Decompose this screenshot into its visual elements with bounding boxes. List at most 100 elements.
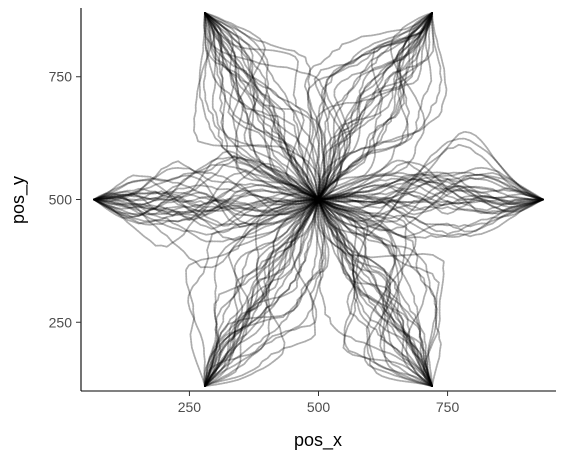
trajectory-5-25: [317, 198, 434, 388]
trajectory-4-20: [203, 198, 320, 388]
trajectory-4-13: [185, 198, 320, 388]
trajectory-2-1: [203, 11, 320, 201]
trajectory-1-21: [313, 11, 434, 201]
trajectory-0-20: [317, 193, 544, 238]
trajectory-2-27: [202, 11, 320, 201]
trajectory-4-9: [203, 198, 320, 388]
trajectory-2-20: [203, 11, 321, 201]
trajectory-1-26: [317, 11, 434, 201]
trajectory-5-14: [317, 198, 434, 388]
trajectory-1-4: [317, 11, 434, 201]
trajectory-2-5: [203, 11, 320, 201]
trajectory-5-29: [317, 198, 434, 388]
trajectory-4-27: [203, 198, 320, 388]
trajectory-1-19: [317, 11, 434, 201]
trajectory-3-11: [93, 191, 320, 203]
trajectory-2-24: [203, 11, 320, 201]
trajectory-3-28: [93, 150, 320, 219]
trajectory-3-12: [93, 160, 320, 214]
trajectory-1-14: [317, 11, 434, 201]
trajectory-1-12: [317, 11, 434, 201]
trajectory-4-11: [203, 198, 320, 388]
y-tick-label-750: 750: [49, 69, 73, 85]
trajectory-0-1: [317, 178, 544, 204]
trajectory-4-2: [203, 198, 324, 388]
trajectory-4-7: [203, 198, 320, 388]
y-axis-title: pos_y: [8, 176, 29, 224]
trajectory-0-6: [317, 192, 544, 207]
trajectory-2-11: [192, 11, 322, 201]
trajectory-5-22: [317, 198, 434, 388]
trajectory-3-21: [93, 177, 320, 218]
trajectory-2-14: [203, 11, 320, 201]
trajectory-4-25: [203, 198, 330, 388]
trajectory-4-14: [203, 198, 320, 388]
trajectory-1-0: [317, 11, 434, 201]
trajectory-5-18: [317, 198, 434, 388]
trajectory-5-17: [317, 198, 434, 388]
trajectory-2-29: [203, 11, 320, 201]
trajectory-4-12: [203, 198, 327, 388]
trajectory-5-30: [317, 198, 434, 388]
trajectory-5-11: [317, 198, 434, 388]
x-tick-label-250: 250: [178, 399, 202, 415]
trajectory-5-1: [317, 198, 434, 388]
trajectory-1-23: [317, 11, 434, 201]
trajectory-2-19: [203, 11, 320, 201]
trajectory-2-25: [203, 11, 320, 201]
trajectory-1-28: [317, 11, 434, 201]
trajectory-4-22: [203, 198, 320, 388]
trajectory-3-5: [93, 154, 320, 201]
trajectory-3-19: [93, 191, 320, 269]
x-axis-title: pos_x: [294, 430, 342, 451]
trajectory-1-6: [317, 11, 434, 201]
trajectory-5-28: [317, 198, 434, 388]
trajectory-1-7: [317, 11, 434, 201]
y-ticks: 250 500 750: [49, 69, 81, 330]
trajectory-2-7: [203, 11, 320, 201]
trajectory-3-22: [93, 198, 320, 236]
trajectory-3-2: [93, 171, 320, 205]
trajectory-2-30: [203, 11, 320, 201]
trajectory-1-2: [317, 11, 434, 201]
trajectory-1-22: [317, 11, 434, 201]
trajectory-4-28: [203, 198, 320, 388]
trajectory-3-20: [93, 190, 320, 217]
trajectory-0-4: [317, 174, 544, 215]
trajectory-0-24: [317, 189, 544, 206]
trajectory-3-3: [93, 163, 320, 210]
trajectory-4-18: [203, 198, 320, 388]
trajectory-0-16: [317, 193, 544, 215]
trajectory-5-15: [317, 198, 434, 388]
trajectory-2-0: [203, 11, 320, 201]
trajectory-3-26: [93, 179, 320, 228]
trajectory-5-5: [317, 198, 434, 388]
trajectory-0-7: [317, 173, 544, 223]
trajectory-4-16: [203, 198, 320, 388]
trajectory-0-30: [317, 143, 544, 223]
trajectory-0-28: [317, 198, 544, 235]
trajectory-1-17: [317, 11, 434, 201]
trajectory-0-11: [317, 195, 544, 228]
trajectory-5-4: [317, 198, 434, 388]
trajectory-2-16: [203, 11, 320, 201]
trajectory-3-29: [93, 156, 320, 215]
trajectory-0-12: [317, 174, 544, 208]
trajectory-5-16: [317, 198, 438, 388]
trajectory-1-3: [317, 11, 434, 201]
trajectory-0-29: [317, 197, 544, 216]
y-tick-label-250: 250: [49, 314, 73, 330]
trajectory-3-14: [93, 182, 320, 217]
trajectory-5-9: [317, 198, 434, 388]
trajectory-1-11: [317, 11, 434, 201]
trajectory-5-8: [317, 198, 434, 388]
trajectory-4-15: [203, 198, 320, 388]
trajectory-0-2: [317, 160, 544, 213]
trajectory-5-23: [317, 198, 442, 388]
trajectory-2-26: [198, 11, 320, 201]
trajectory-1-18: [303, 11, 434, 201]
trajectory-4-21: [203, 198, 320, 388]
trajectory-4-5: [203, 198, 320, 388]
trajectory-4-6: [203, 198, 320, 388]
